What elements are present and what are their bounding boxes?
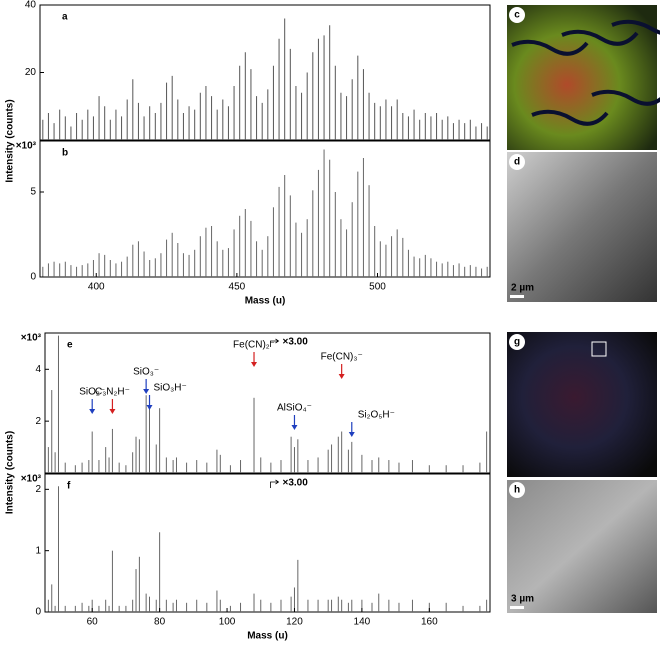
crack — [531, 109, 609, 126]
panel-label-bg — [509, 334, 525, 350]
y-multiplier: ×10³ — [21, 474, 42, 485]
peak-annotation: C₃N₂H⁻ — [95, 387, 130, 398]
micrograph — [507, 480, 657, 613]
scale-bar — [510, 295, 524, 298]
peak-annotation: AlSiO₄⁻ — [277, 403, 312, 414]
x-tick-label: 100 — [219, 617, 236, 628]
x-tick-label: 60 — [87, 617, 99, 628]
crack — [611, 19, 660, 35]
crack — [561, 29, 639, 46]
scale-bar-label: 3 µm — [511, 594, 534, 605]
x-axis-label: Mass (u) — [247, 631, 288, 642]
x-axis-label: Mass (u) — [245, 296, 286, 307]
y-multiplier: ×10³ — [21, 333, 42, 344]
crack — [511, 39, 589, 56]
scale-bar — [510, 606, 524, 609]
peak-annotation: SiO₃H⁻ — [154, 383, 187, 394]
peak-annotation: Fe(CN)₂⁻ — [233, 340, 275, 351]
x-tick-label: 160 — [421, 617, 438, 628]
micrograph — [507, 5, 657, 150]
panel-label: f — [67, 481, 71, 492]
y-tick-label: 4 — [35, 364, 41, 375]
y-axis-label: Intensity (counts) — [5, 99, 16, 182]
region-box — [591, 341, 607, 357]
y-tick-label: 0 — [30, 272, 36, 283]
peak-annotation: Fe(CN)₃⁻ — [321, 352, 363, 363]
annotation-arrowhead — [338, 374, 345, 379]
panel-label-bg — [509, 154, 525, 170]
annotation-arrowhead — [143, 389, 150, 394]
plot-frame — [39, 140, 491, 278]
micrograph — [507, 332, 657, 477]
annotation-arrowhead — [291, 425, 298, 430]
annotation-arrowhead — [109, 409, 116, 414]
panel-label: e — [67, 340, 73, 351]
y-multiplier: ×10³ — [16, 141, 37, 152]
y-axis-label: Intensity (counts) — [5, 431, 16, 514]
y-tick-label: 0 — [35, 607, 41, 618]
panel-label: g — [514, 337, 520, 348]
scale-note: ×3.00 — [283, 478, 309, 489]
panel-label: a — [62, 12, 68, 23]
annotation-arrowhead — [251, 362, 258, 367]
y-tick-label: 2 — [35, 484, 41, 495]
panel-label-bg — [509, 482, 525, 498]
scale-bar-label: 2 µm — [511, 283, 534, 294]
x-tick-label: 400 — [88, 282, 105, 293]
panel-label: c — [514, 10, 520, 21]
y-tick-label: 5 — [30, 187, 36, 198]
plot-frame — [44, 473, 491, 613]
x-tick-label: 140 — [354, 617, 371, 628]
annotation-arrowhead — [146, 405, 153, 410]
peak-annotation: SiO₂⁻ — [79, 387, 105, 398]
scale-marker — [270, 338, 280, 347]
plot-frame — [39, 4, 491, 141]
y-tick-label: 40 — [25, 0, 37, 11]
scale-marker — [270, 479, 280, 488]
x-tick-label: 80 — [154, 617, 166, 628]
panel-label: d — [514, 157, 520, 168]
panel-label: b — [62, 148, 68, 159]
crack — [591, 89, 660, 106]
panel-label-bg — [509, 7, 525, 23]
y-tick-label: 20 — [25, 67, 37, 78]
y-tick-label: 2 — [35, 416, 41, 427]
annotation-arrowhead — [89, 409, 96, 414]
micrograph — [507, 152, 657, 302]
x-tick-label: 120 — [286, 617, 303, 628]
panel-label: h — [514, 485, 520, 496]
peak-annotation: SiO₃⁻ — [133, 367, 159, 378]
y-tick-label: 1 — [35, 545, 41, 556]
x-tick-label: 500 — [369, 282, 386, 293]
plot-frame — [44, 332, 491, 474]
annotation-arrowhead — [348, 432, 355, 437]
scale-note: ×3.00 — [283, 337, 309, 348]
x-tick-label: 450 — [229, 282, 246, 293]
peak-annotation: Si₂O₅H⁻ — [358, 410, 395, 421]
